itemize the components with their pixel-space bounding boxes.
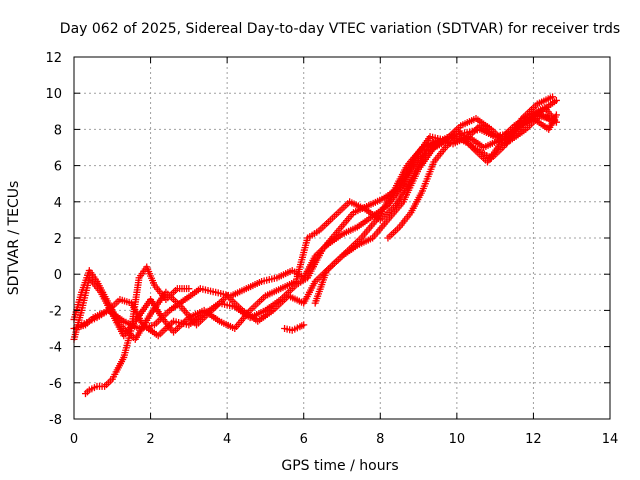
y-tick-label: -8 — [49, 413, 62, 428]
x-tick-label: 4 — [223, 432, 231, 447]
y-tick-label: 10 — [45, 87, 62, 102]
x-tick-label: 0 — [70, 432, 78, 447]
y-tick-label: -4 — [49, 341, 62, 356]
y-tick-labels: -8 -6 -4 -2 0 2 4 6 8 10 12 — [45, 51, 62, 428]
y-tick-label: -2 — [49, 304, 62, 319]
chart-title: Day 062 of 2025, Sidereal Day-to-day VTE… — [60, 21, 620, 37]
data-point-marker — [185, 285, 193, 293]
x-tick-labels: 0 2 4 6 8 10 12 14 — [70, 432, 618, 447]
y-tick-label: 2 — [54, 232, 62, 247]
data-point-marker — [549, 93, 557, 101]
data-series-track-5 — [81, 263, 193, 398]
x-tick-label: 10 — [449, 432, 466, 447]
data-series-track-8 — [384, 111, 553, 242]
tick-marks — [73, 56, 611, 420]
data-series-track-6 — [281, 321, 308, 334]
y-tick-label: 6 — [54, 160, 62, 175]
x-tick-label: 14 — [602, 432, 619, 447]
x-tick-label: 8 — [376, 432, 384, 447]
y-tick-label: 4 — [54, 196, 62, 211]
y-tick-label: 8 — [54, 123, 62, 138]
data-point-marker — [545, 115, 553, 123]
x-tick-label: 6 — [300, 432, 308, 447]
y-tick-label: 0 — [54, 268, 62, 283]
data-point-marker — [552, 118, 560, 126]
y-tick-label: -6 — [49, 377, 62, 392]
data-point-marker — [552, 111, 560, 119]
y-tick-label: 12 — [45, 51, 62, 66]
data-series-group — [70, 93, 560, 398]
y-axis-label: SDTVAR / TECUs — [6, 181, 22, 296]
data-point-marker — [300, 321, 308, 329]
x-axis-label: GPS time / hours — [281, 458, 398, 474]
data-point-marker — [552, 96, 560, 104]
x-tick-label: 2 — [146, 432, 154, 447]
data-series-track-7 — [311, 111, 560, 307]
x-tick-label: 12 — [525, 432, 542, 447]
